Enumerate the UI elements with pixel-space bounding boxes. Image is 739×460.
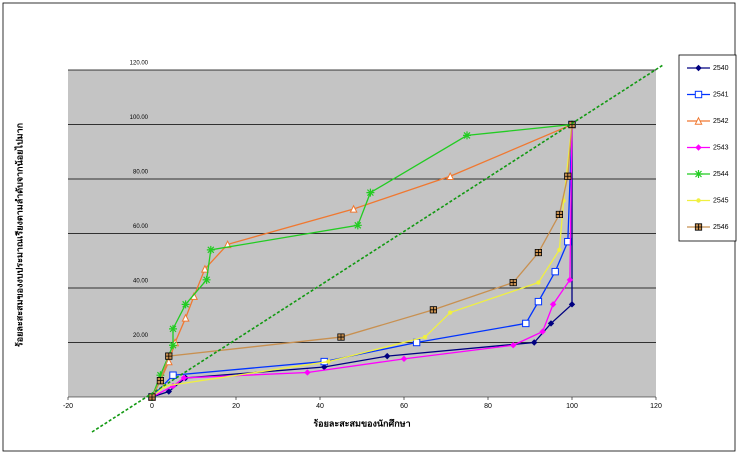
x-axis-title: ร้อยละสะสมของนักศึกษา xyxy=(313,418,410,428)
point xyxy=(169,325,177,333)
point xyxy=(338,334,344,340)
legend-label: 2546 xyxy=(713,224,729,231)
point xyxy=(207,246,215,254)
point xyxy=(552,268,558,274)
point xyxy=(170,372,176,378)
legend-label: 2544 xyxy=(713,171,729,178)
point xyxy=(448,310,452,314)
legend-label: 2543 xyxy=(713,144,729,151)
point xyxy=(182,300,190,308)
point xyxy=(430,307,436,313)
point xyxy=(423,335,427,339)
point xyxy=(569,121,575,127)
point xyxy=(557,248,561,252)
point xyxy=(510,279,516,285)
point xyxy=(366,189,374,197)
x-tick-label: 0 xyxy=(150,403,154,410)
legend-marker xyxy=(695,224,701,230)
x-tick-label: 80 xyxy=(484,403,492,410)
point xyxy=(535,298,541,304)
point xyxy=(523,320,529,326)
point xyxy=(203,276,211,284)
legend-label: 2545 xyxy=(713,197,729,204)
x-tick-label: 100 xyxy=(566,403,578,410)
legend-marker xyxy=(696,198,700,202)
y-axis-title: ร้อยละสะสมของงบประมาณเรียงตามลำดับจากน้อ… xyxy=(13,123,24,347)
legend-label: 2540 xyxy=(713,65,729,72)
y-tick-label: 120.00 xyxy=(130,61,149,67)
point xyxy=(157,377,163,383)
point xyxy=(149,394,155,400)
point xyxy=(169,341,177,349)
x-tick-label: 20 xyxy=(232,403,240,410)
x-tick-label: 120 xyxy=(650,403,662,410)
y-tick-label: 40.00 xyxy=(133,279,149,285)
legend-marker xyxy=(695,170,703,178)
point xyxy=(354,221,362,229)
point xyxy=(326,359,330,363)
legend-label: 2542 xyxy=(713,118,729,125)
y-tick-label: 60.00 xyxy=(133,224,149,230)
point xyxy=(535,249,541,255)
point xyxy=(565,173,571,179)
y-tick-label: 100.00 xyxy=(130,115,149,121)
point xyxy=(556,211,562,217)
x-tick-label: 60 xyxy=(400,403,408,410)
legend-marker xyxy=(695,91,701,97)
x-tick-label: -20 xyxy=(63,403,73,410)
point xyxy=(166,353,172,359)
y-tick-label: 20.00 xyxy=(133,333,149,339)
point xyxy=(463,131,471,139)
x-tick-label: 40 xyxy=(316,403,324,410)
point xyxy=(536,280,540,284)
legend-label: 2541 xyxy=(713,91,729,98)
y-tick-label: 80.00 xyxy=(133,170,149,176)
